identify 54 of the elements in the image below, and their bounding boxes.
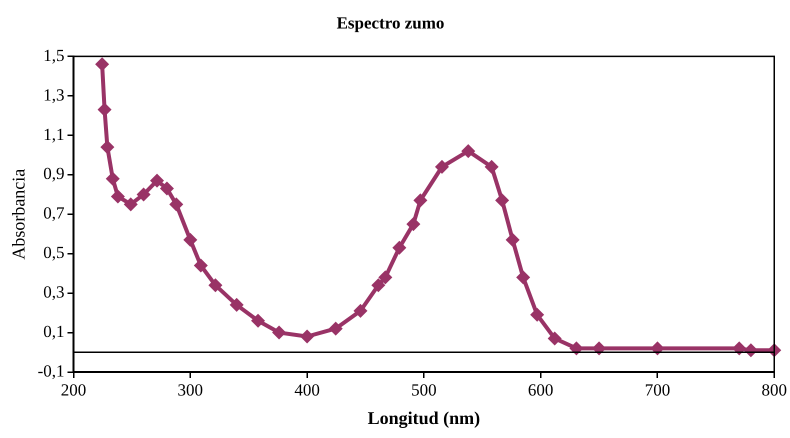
point xyxy=(592,341,606,356)
y-tick-label: 0,3 xyxy=(43,282,65,302)
point xyxy=(516,270,530,284)
x-axis-title: Longitud (nm) xyxy=(368,408,480,428)
point xyxy=(371,278,386,292)
point xyxy=(353,304,368,318)
point xyxy=(169,197,184,212)
y-tick-label: 1,3 xyxy=(43,85,65,104)
point xyxy=(328,322,343,336)
point xyxy=(183,232,198,247)
x-tick-label: 200 xyxy=(60,380,86,400)
point xyxy=(95,57,110,72)
y-tick-label: 0,5 xyxy=(43,243,65,262)
point xyxy=(124,197,138,212)
point xyxy=(230,298,244,312)
x-tick-label: 700 xyxy=(644,380,670,400)
point xyxy=(461,144,476,158)
point xyxy=(434,160,449,174)
point xyxy=(495,193,510,208)
point xyxy=(413,193,428,208)
point xyxy=(100,140,114,154)
x-tick-label: 500 xyxy=(411,380,437,400)
point xyxy=(548,331,562,346)
point xyxy=(300,329,314,344)
point xyxy=(150,174,164,188)
x-tick-label: 300 xyxy=(178,380,204,400)
chart-title: Espectro zumo xyxy=(336,14,444,33)
point xyxy=(98,102,112,117)
y-tick-label: -0,1 xyxy=(38,361,65,380)
point xyxy=(378,270,392,284)
point xyxy=(530,308,544,322)
x-tick-label: 800 xyxy=(762,380,787,400)
y-tick-label: 0,1 xyxy=(43,322,65,342)
y-tick-label: 1,1 xyxy=(43,124,65,144)
point xyxy=(506,232,520,247)
y-tick-label: 1,5 xyxy=(43,46,65,65)
point xyxy=(136,187,151,202)
y-tick-label: 0,9 xyxy=(43,164,65,184)
y-axis-title: Absorbancia xyxy=(8,168,29,260)
point xyxy=(392,240,406,255)
point xyxy=(208,278,222,292)
point xyxy=(110,189,125,204)
point xyxy=(484,160,499,174)
y-tick-label: 0,7 xyxy=(43,204,66,223)
point xyxy=(650,341,664,356)
point xyxy=(569,341,584,356)
point xyxy=(160,182,174,196)
point xyxy=(406,217,420,232)
point xyxy=(106,172,120,186)
point xyxy=(251,314,266,328)
point xyxy=(272,326,286,340)
x-tick-label: 400 xyxy=(294,380,320,400)
point xyxy=(194,258,208,272)
x-tick-label: 600 xyxy=(528,380,554,400)
